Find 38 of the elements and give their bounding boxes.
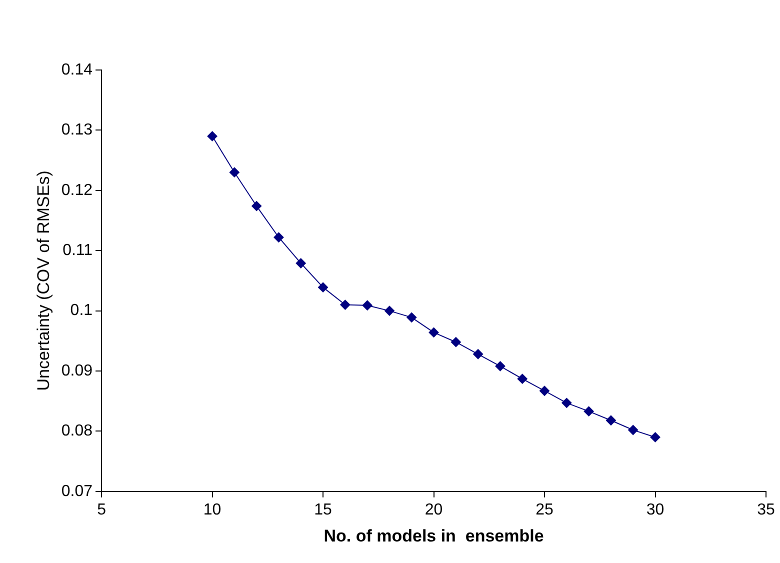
point: [207, 131, 218, 142]
x-tick-label: 20: [424, 501, 443, 518]
y-tick-label: 0.1: [70, 302, 93, 320]
point: [584, 406, 594, 416]
point: [340, 300, 350, 310]
y-tick-label: 0.12: [61, 182, 93, 199]
y-axis-title: Uncertainty (COV of RMSEs): [34, 170, 53, 391]
x-tick-label: 30: [646, 501, 664, 518]
y-tick-label: 0.07: [61, 482, 93, 500]
y-tick-label: 0.09: [61, 362, 93, 380]
y-tick-label: 0.14: [61, 61, 93, 78]
point: [540, 386, 550, 396]
point: [229, 167, 240, 178]
point: [495, 361, 506, 372]
point: [362, 300, 372, 310]
point: [517, 374, 528, 384]
point: [428, 327, 439, 338]
point: [650, 432, 660, 442]
point: [406, 312, 417, 322]
y-tick-label: 0.11: [62, 242, 93, 260]
point: [384, 306, 394, 316]
point: [473, 349, 484, 360]
point: [318, 282, 328, 292]
x-tick-label: 10: [203, 501, 222, 518]
y-tick-label: 0.13: [61, 122, 93, 139]
point: [606, 415, 616, 426]
x-tick-label: 25: [536, 501, 554, 518]
x-axis-title: No. of models in ensemble: [324, 526, 544, 546]
point: [252, 201, 262, 212]
x-tick-label: 15: [314, 501, 332, 518]
y-tick-label: 0.08: [61, 422, 93, 440]
point: [450, 337, 461, 348]
point: [296, 258, 306, 268]
point: [562, 398, 572, 408]
point: [274, 232, 284, 242]
x-tick-label: 5: [97, 501, 106, 518]
point: [628, 424, 638, 435]
x-tick-label: 35: [757, 501, 775, 518]
